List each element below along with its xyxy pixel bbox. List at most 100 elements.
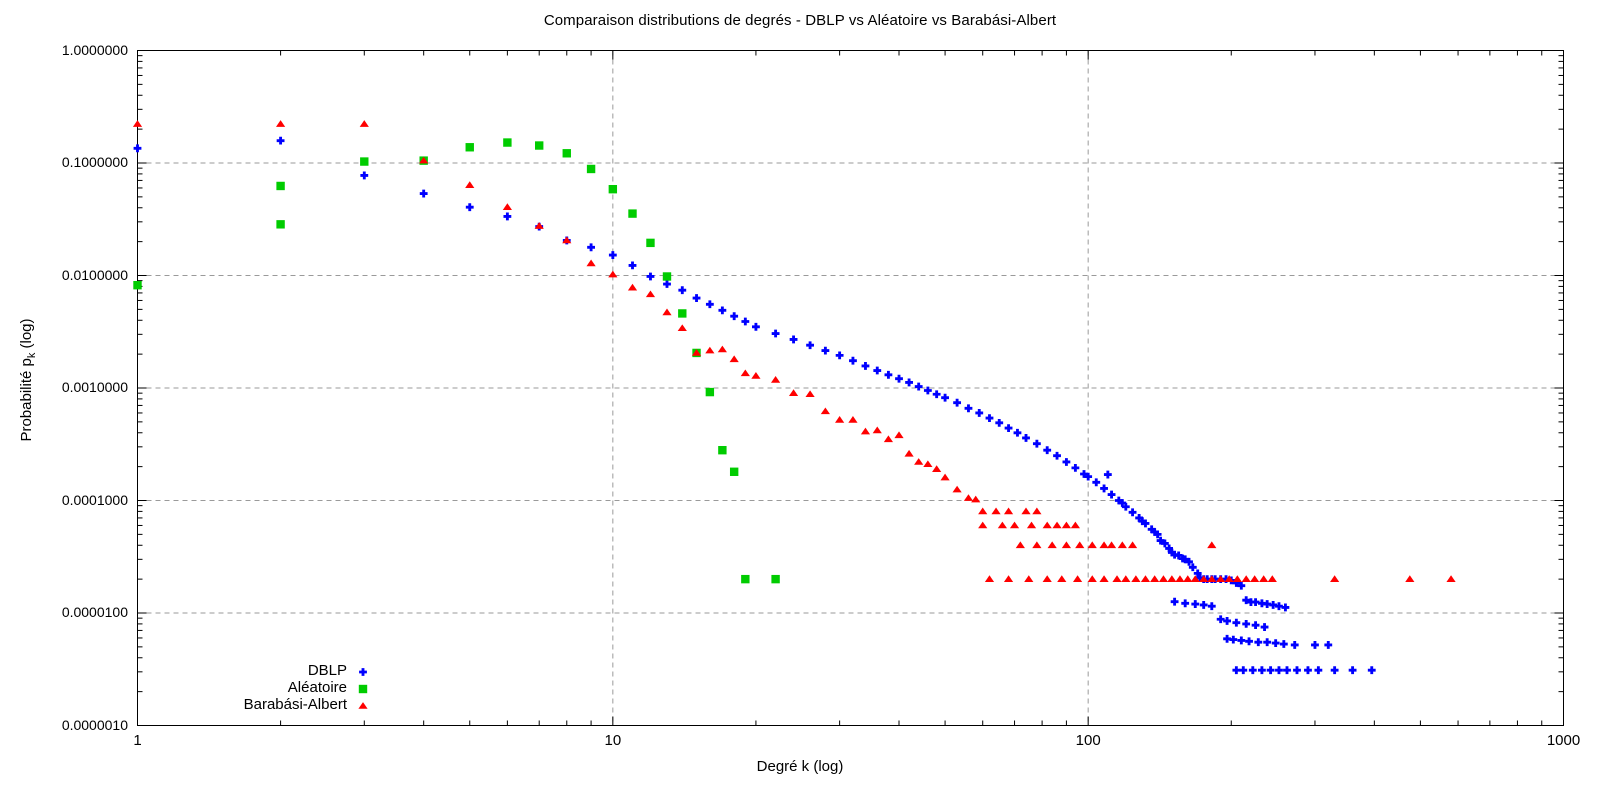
- data-point: [1257, 666, 1266, 675]
- data-point: [848, 416, 858, 423]
- data-point: [740, 369, 750, 377]
- data-point: [964, 404, 973, 413]
- legend-label-dblp: DBLP: [307, 662, 347, 679]
- data-point: [1283, 666, 1291, 675]
- data-point: [771, 329, 780, 338]
- data-point: [1087, 575, 1097, 582]
- data-point: [941, 393, 949, 402]
- data-point: [984, 575, 995, 582]
- data-point: [276, 220, 285, 229]
- legend-markers: [358, 668, 368, 709]
- data-point: [1174, 551, 1183, 560]
- data-point: [1279, 640, 1288, 648]
- data-point: [1053, 451, 1061, 460]
- data-point: [923, 460, 933, 468]
- data-point: [1042, 575, 1052, 582]
- data-point: [1127, 541, 1138, 549]
- data-point: [1259, 575, 1269, 582]
- data-point: [1099, 575, 1109, 582]
- data-point: [678, 286, 687, 295]
- data-point: [705, 346, 715, 354]
- data-point: [608, 270, 618, 278]
- data-point: [1181, 599, 1190, 608]
- data-point: [465, 181, 475, 188]
- data-point: [359, 120, 369, 127]
- data-point: [1061, 521, 1072, 529]
- data-point: [1367, 666, 1376, 675]
- data-point: [360, 157, 369, 166]
- data-point: [662, 308, 672, 316]
- data-point: [1224, 575, 1234, 582]
- data-point: [1138, 517, 1147, 526]
- data-point: [1140, 575, 1151, 582]
- data-point: [691, 349, 702, 356]
- data-point: [1237, 636, 1246, 645]
- data-point: [1075, 541, 1085, 549]
- data-point: [1087, 541, 1097, 549]
- data-point: [1032, 507, 1042, 515]
- data-point: [835, 351, 844, 360]
- data-point: [985, 414, 994, 423]
- y-tick-label: 0.0100000: [61, 266, 128, 283]
- data-point: [1080, 470, 1088, 478]
- data-point: [1232, 579, 1241, 587]
- data-point: [1013, 428, 1022, 437]
- data-point: [1314, 666, 1323, 675]
- data-point: [932, 390, 941, 399]
- data-point: [628, 209, 637, 218]
- data-point: [587, 243, 595, 252]
- triangle-marker: [358, 702, 368, 709]
- data-point: [751, 372, 761, 379]
- data-point: [1167, 548, 1176, 557]
- data-point: [1047, 541, 1057, 549]
- data-point: [1193, 569, 1202, 578]
- data-point: [562, 149, 571, 158]
- data-point: [1167, 575, 1177, 582]
- data-point: [1071, 463, 1080, 472]
- data-point: [1251, 598, 1260, 607]
- data-point: [646, 272, 655, 281]
- data-point: [861, 362, 870, 370]
- data-point: [1216, 615, 1225, 624]
- data-point: [1348, 666, 1357, 675]
- series-dblp: [133, 136, 1376, 675]
- data-point: [1188, 563, 1197, 572]
- data-point: [1250, 575, 1260, 582]
- data-point: [821, 346, 830, 355]
- data-point: [963, 494, 974, 501]
- data-point: [1199, 601, 1208, 609]
- data-point: [1150, 575, 1160, 582]
- data-point: [805, 390, 815, 398]
- data-point: [718, 445, 727, 455]
- data-point: [275, 120, 286, 127]
- data-point: [1207, 602, 1216, 611]
- chart-title: Comparaison distributions de degrés - DB…: [543, 12, 1057, 29]
- data-point: [1032, 541, 1042, 549]
- data-point: [1263, 600, 1272, 609]
- data-point: [860, 427, 871, 435]
- data-point: [914, 382, 923, 391]
- y-tick-label: 0.0000010: [61, 716, 128, 733]
- data-point: [835, 416, 845, 423]
- data-point: [1070, 521, 1080, 529]
- data-point: [872, 426, 882, 434]
- series-al-atoire: [133, 138, 780, 584]
- data-point: [503, 212, 512, 221]
- data-point: [971, 495, 981, 503]
- data-point: [1263, 638, 1272, 647]
- data-point: [1121, 502, 1130, 511]
- data-point: [1084, 472, 1093, 481]
- data-point: [1223, 617, 1231, 625]
- data-point: [1222, 575, 1230, 584]
- data-point: [586, 164, 596, 174]
- data-point: [1257, 599, 1266, 608]
- data-point: [535, 141, 544, 150]
- data-point: [1118, 499, 1127, 507]
- data-point: [1183, 575, 1193, 582]
- data-point: [1203, 575, 1212, 584]
- data-point: [923, 386, 932, 395]
- data-point: [741, 317, 750, 326]
- data-point: [1021, 507, 1031, 515]
- legend-label-barab-si-albert: Barabási-Albert: [243, 696, 347, 713]
